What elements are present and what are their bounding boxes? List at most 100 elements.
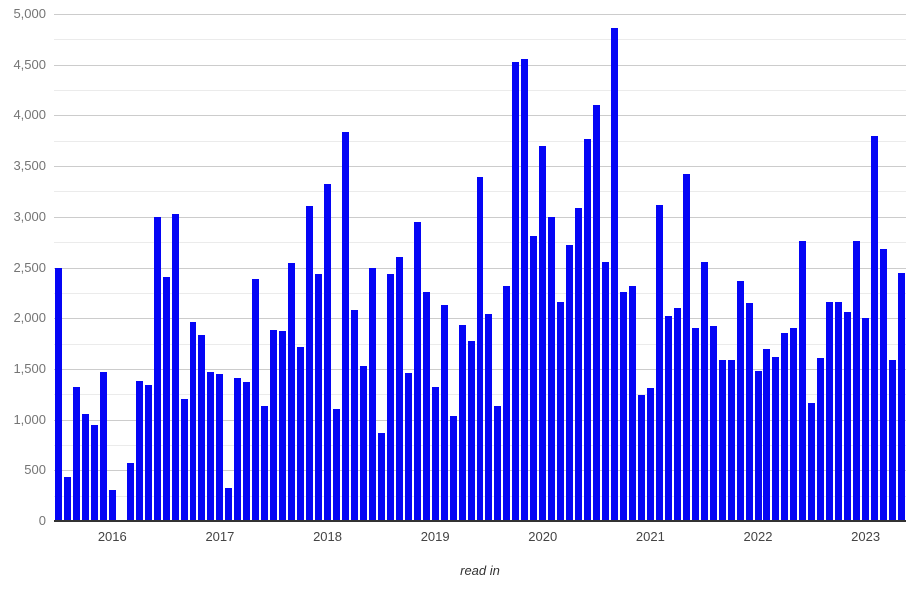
bar-may-2017[interactable] bbox=[252, 278, 260, 521]
bar-feb-2021[interactable] bbox=[655, 204, 663, 521]
bar-dec-2016[interactable] bbox=[207, 371, 215, 521]
bar-may-2021[interactable] bbox=[682, 174, 690, 521]
bar-dec-2017[interactable] bbox=[315, 273, 323, 521]
bar-nov-2021[interactable] bbox=[736, 280, 744, 521]
bar-mar-2017[interactable] bbox=[234, 378, 242, 521]
y-tick-label-2000: 2,000 bbox=[13, 310, 46, 326]
bar-oct-2022[interactable] bbox=[835, 301, 843, 521]
bar-jan-2022[interactable] bbox=[754, 370, 762, 521]
bar-nov-2016[interactable] bbox=[198, 335, 206, 521]
bar-nov-2017[interactable] bbox=[306, 205, 314, 521]
bar-apr-2021[interactable] bbox=[673, 308, 681, 521]
bar-oct-2015[interactable] bbox=[81, 413, 89, 521]
bar-feb-2019[interactable] bbox=[440, 305, 448, 521]
bar-jul-2020[interactable] bbox=[593, 105, 601, 521]
bar-sep-2019[interactable] bbox=[503, 285, 511, 521]
bar-jun-2018[interactable] bbox=[368, 267, 376, 521]
bar-mar-2020[interactable] bbox=[557, 301, 565, 521]
bar-mar-2019[interactable] bbox=[449, 415, 457, 521]
bar-feb-2020[interactable] bbox=[548, 216, 556, 521]
x-axis-baseline bbox=[54, 520, 906, 522]
bar-mar-2021[interactable] bbox=[664, 316, 672, 521]
bar-dec-2021[interactable] bbox=[745, 303, 753, 521]
x-axis-title: read in bbox=[460, 563, 500, 578]
bar-jun-2017[interactable] bbox=[261, 406, 269, 521]
bar-apr-2019[interactable] bbox=[458, 325, 466, 521]
bar-jul-2021[interactable] bbox=[700, 262, 708, 521]
bar-may-2020[interactable] bbox=[575, 207, 583, 521]
bar-sep-2021[interactable] bbox=[718, 359, 726, 521]
bar-sep-2020[interactable] bbox=[611, 28, 618, 521]
bar-jul-2017[interactable] bbox=[270, 330, 278, 521]
bar-jun-2021[interactable] bbox=[691, 328, 699, 521]
bar-feb-2022[interactable] bbox=[763, 348, 771, 521]
bar-nov-2022[interactable] bbox=[844, 312, 852, 521]
bar-apr-2018[interactable] bbox=[350, 310, 358, 521]
bar-oct-2019[interactable] bbox=[512, 61, 520, 521]
bar-may-2016[interactable] bbox=[144, 385, 152, 521]
bar-dec-2022[interactable] bbox=[853, 241, 861, 521]
bar-aug-2020[interactable] bbox=[602, 262, 610, 521]
bar-aug-2022[interactable] bbox=[817, 357, 825, 521]
bar-may-2018[interactable] bbox=[359, 365, 367, 521]
bar-may-2023[interactable] bbox=[898, 272, 905, 521]
bar-jun-2016[interactable] bbox=[153, 216, 161, 521]
bar-feb-2018[interactable] bbox=[333, 409, 340, 521]
bar-may-2022[interactable] bbox=[790, 328, 798, 521]
bar-nov-2019[interactable] bbox=[521, 58, 529, 521]
bar-aug-2018[interactable] bbox=[386, 273, 394, 521]
bar-aug-2017[interactable] bbox=[279, 331, 287, 521]
bar-mar-2016[interactable] bbox=[126, 463, 134, 521]
bar-feb-2023[interactable] bbox=[871, 135, 879, 521]
bar-oct-2017[interactable] bbox=[297, 346, 305, 521]
bar-dec-2018[interactable] bbox=[422, 291, 430, 521]
bar-jun-2019[interactable] bbox=[476, 177, 484, 521]
bar-oct-2021[interactable] bbox=[727, 359, 735, 521]
bar-apr-2017[interactable] bbox=[243, 382, 251, 521]
bar-sep-2017[interactable] bbox=[288, 263, 296, 521]
bar-may-2019[interactable] bbox=[467, 340, 475, 521]
bar-apr-2023[interactable] bbox=[889, 359, 897, 521]
bar-nov-2020[interactable] bbox=[628, 285, 636, 521]
bar-dec-2015[interactable] bbox=[99, 371, 107, 521]
bar-jan-2017[interactable] bbox=[216, 373, 224, 521]
bar-sep-2015[interactable] bbox=[72, 387, 80, 521]
bar-jan-2020[interactable] bbox=[539, 145, 547, 521]
bar-jul-2018[interactable] bbox=[377, 432, 385, 521]
bar-jul-2016[interactable] bbox=[162, 276, 170, 521]
bar-jan-2018[interactable] bbox=[324, 184, 332, 521]
bar-jan-2019[interactable] bbox=[431, 387, 439, 521]
bar-dec-2019[interactable] bbox=[530, 236, 538, 521]
bar-jan-2016[interactable] bbox=[108, 489, 116, 521]
bar-oct-2018[interactable] bbox=[404, 372, 412, 521]
x-tick-label-2019: 2019 bbox=[420, 529, 450, 544]
bar-aug-2021[interactable] bbox=[709, 326, 717, 521]
bar-sep-2018[interactable] bbox=[395, 257, 403, 521]
bar-dec-2020[interactable] bbox=[637, 395, 645, 521]
bar-aug-2015[interactable] bbox=[63, 477, 71, 521]
bar-apr-2020[interactable] bbox=[566, 245, 574, 521]
bar-sep-2016[interactable] bbox=[180, 399, 188, 521]
bar-aug-2019[interactable] bbox=[494, 406, 502, 521]
y-tick-label-4000: 4,000 bbox=[13, 107, 46, 123]
y-tick-label-3500: 3,500 bbox=[13, 158, 46, 174]
bar-jun-2022[interactable] bbox=[799, 241, 807, 521]
bar-jul-2015[interactable] bbox=[54, 267, 62, 521]
bar-apr-2022[interactable] bbox=[781, 333, 789, 521]
bar-mar-2023[interactable] bbox=[880, 249, 888, 521]
bar-oct-2016[interactable] bbox=[189, 322, 197, 521]
bar-feb-2017[interactable] bbox=[225, 487, 233, 521]
bar-mar-2018[interactable] bbox=[341, 131, 349, 521]
bar-mar-2022[interactable] bbox=[772, 356, 780, 521]
bar-nov-2015[interactable] bbox=[90, 424, 98, 521]
bar-jun-2020[interactable] bbox=[584, 138, 592, 521]
bar-jan-2021[interactable] bbox=[646, 388, 654, 521]
bar-sep-2022[interactable] bbox=[826, 301, 834, 521]
bar-aug-2016[interactable] bbox=[171, 213, 179, 521]
bar-nov-2018[interactable] bbox=[413, 221, 421, 521]
bar-jul-2019[interactable] bbox=[485, 314, 493, 521]
bar-apr-2016[interactable] bbox=[135, 381, 143, 521]
bar-jan-2023[interactable] bbox=[862, 318, 870, 521]
bar-oct-2020[interactable] bbox=[619, 291, 627, 521]
bar-jul-2022[interactable] bbox=[808, 403, 816, 521]
